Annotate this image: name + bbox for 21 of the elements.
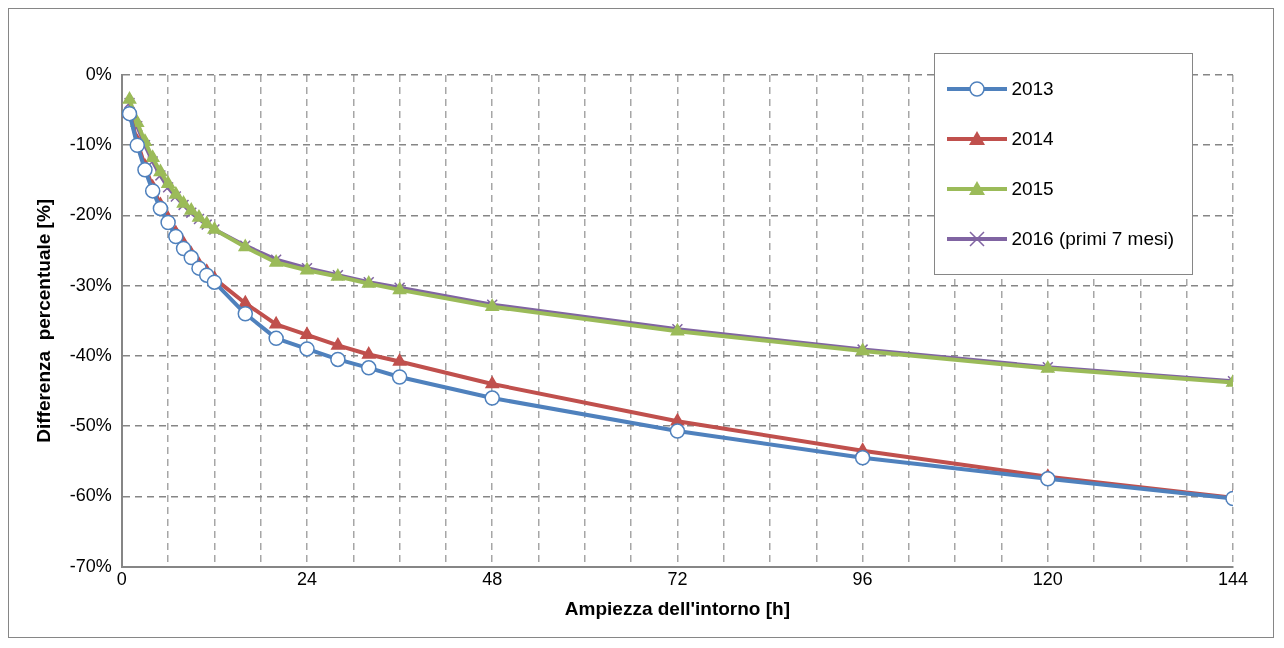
x-tick-label: 144 — [1217, 569, 1249, 590]
legend-label: 2014 — [1011, 128, 1054, 150]
y-tick-label: 0% — [85, 63, 112, 84]
y-tick-label: -60% — [69, 485, 112, 506]
x-tick-label: 24 — [297, 569, 318, 590]
y-tick-label: -30% — [69, 274, 112, 295]
legend-label: 2013 — [1011, 78, 1054, 100]
x-tick-label: 96 — [852, 569, 873, 590]
legend-label: 2015 — [1011, 178, 1054, 200]
y-tick-label: -70% — [69, 555, 112, 576]
y-tick-label: -50% — [69, 415, 112, 436]
x-axis-title: Ampiezza dell'intorno [h] — [564, 597, 790, 619]
y-axis-title: Differenza percentuale [%] — [32, 198, 54, 443]
y-tick-label: -40% — [69, 344, 112, 365]
x-tick-label: 72 — [667, 569, 688, 590]
legend-label: 2016 (primi 7 mesi) — [1011, 228, 1174, 250]
x-tick-label: 120 — [1032, 569, 1063, 590]
x-tick-label: 0 — [116, 569, 127, 590]
y-tick-label: -20% — [69, 204, 112, 225]
x-tick-label: 48 — [482, 569, 503, 590]
y-tick-label: -10% — [69, 134, 112, 155]
